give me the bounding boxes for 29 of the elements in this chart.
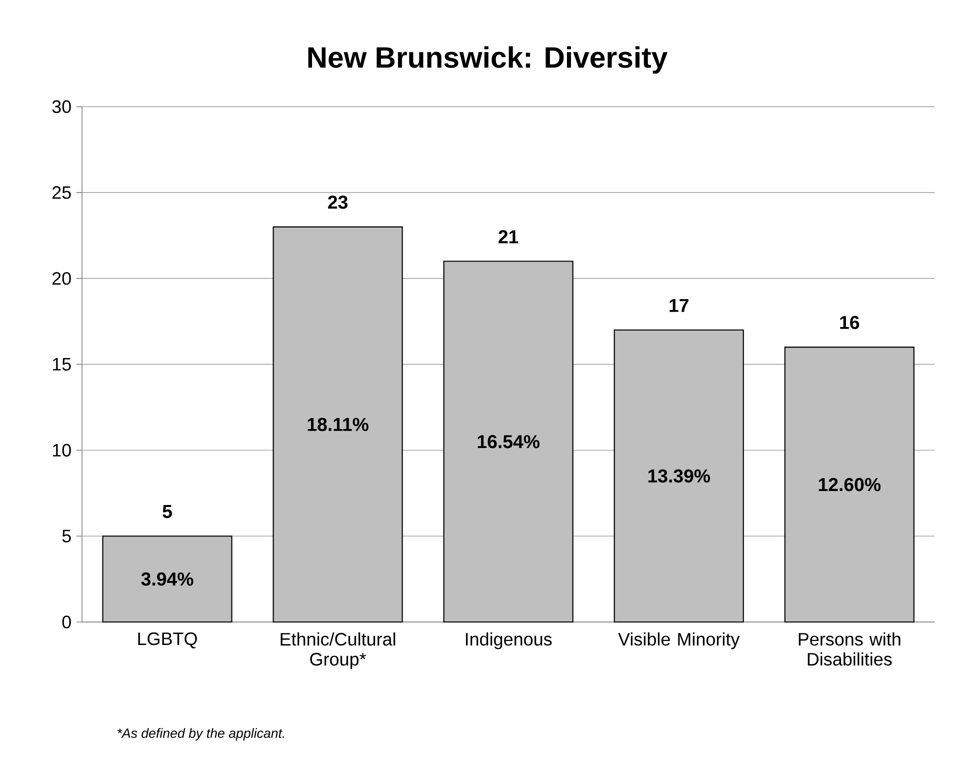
bar xyxy=(614,329,744,623)
bar xyxy=(102,536,232,623)
y-tick-label: 10 xyxy=(52,444,71,457)
x-tick-label: LGBTQ xyxy=(138,632,197,648)
annotation: 13.39% xyxy=(648,469,710,483)
data-label: 17 xyxy=(670,299,688,312)
chart-title: New Brunswick: Diversity xyxy=(308,46,668,74)
x-tick-label: Ethnic/Cultural Group* xyxy=(280,632,396,670)
bar xyxy=(272,226,403,623)
y-tick-label: 25 xyxy=(52,186,71,199)
data-label: 16 xyxy=(840,316,860,330)
data-label: 23 xyxy=(328,196,348,209)
annotation: 18.11% xyxy=(308,418,368,432)
annotation: 12.60% xyxy=(818,478,881,492)
y-tick-label: 15 xyxy=(52,358,71,371)
x-tick-label: Indigenous xyxy=(466,632,552,650)
x-tick-label: Visible Minority xyxy=(618,632,740,650)
bar xyxy=(784,346,914,623)
text: *As defined by the applicant. xyxy=(117,728,284,741)
y-tick-label: 20 xyxy=(52,272,71,285)
x-tick-label: Persons with Disabilities xyxy=(798,632,900,666)
annotation: 3.94% xyxy=(141,572,194,586)
data-label: 5 xyxy=(162,505,172,518)
bar xyxy=(443,260,574,623)
annotation: 16.54% xyxy=(478,435,540,448)
y-tick-label: 0 xyxy=(62,616,71,628)
data-label: 21 xyxy=(498,230,518,244)
y-tick-label: 5 xyxy=(62,530,71,542)
y-tick-label: 30 xyxy=(52,100,71,114)
